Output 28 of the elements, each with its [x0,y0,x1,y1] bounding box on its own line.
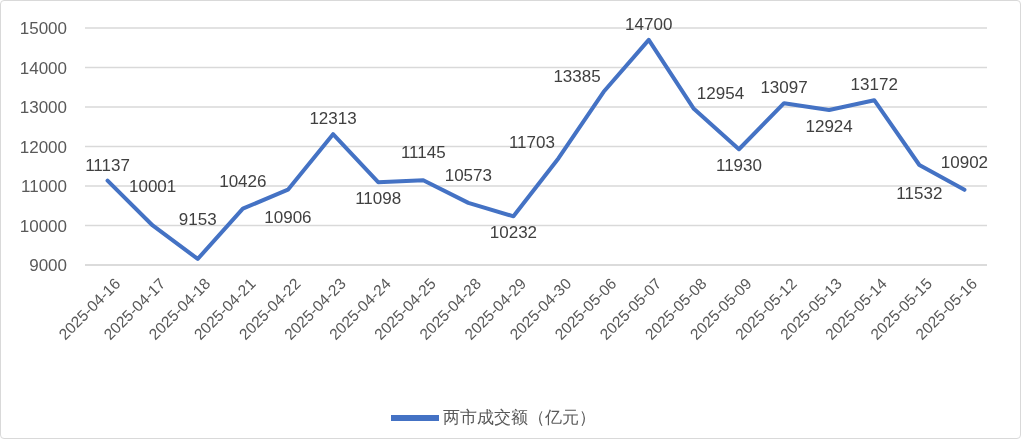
data-label: 11137 [85,155,130,175]
y-tick-label: 9000 [29,256,67,276]
data-label: 10573 [444,166,492,186]
data-label: 12313 [309,109,357,129]
data-label: 11703 [508,133,555,153]
y-tick-label: 14000 [19,58,67,78]
data-label: 11930 [715,155,762,175]
data-label: 12924 [805,116,853,136]
y-tick-label: 13000 [19,98,67,118]
data-label: 10902 [940,153,989,173]
data-label: 10906 [264,208,312,228]
data-label: 10232 [489,223,538,243]
data-label: 13097 [760,78,808,98]
data-label: 14700 [625,15,673,35]
data-label: 12954 [696,83,745,103]
data-label: 11098 [355,188,402,208]
data-label: 10001 [129,176,177,196]
y-tick-label: 15000 [19,19,67,39]
legend-label: 两市成交额（亿元） [442,407,596,427]
y-tick-label: 11000 [20,177,67,197]
data-label: 13385 [553,66,601,86]
data-label: 11532 [896,183,943,203]
data-label: 13172 [850,75,898,95]
y-tick-label: 10000 [19,216,67,236]
data-label: 10426 [219,171,267,191]
data-label: 11145 [400,143,446,163]
y-tick-label: 12000 [19,137,67,157]
data-label: 9153 [178,210,217,230]
